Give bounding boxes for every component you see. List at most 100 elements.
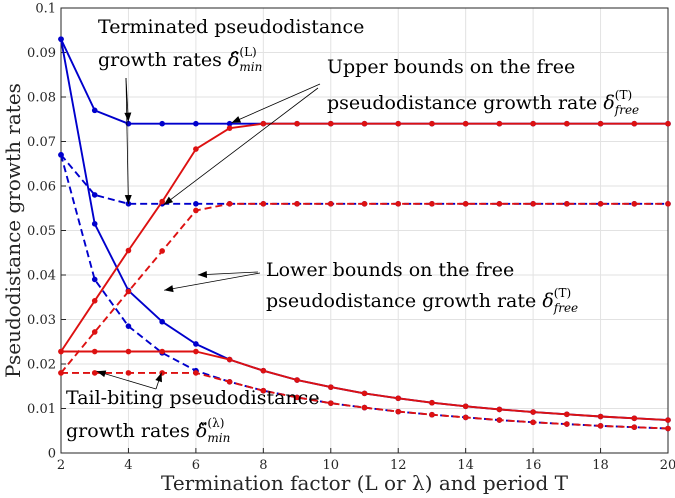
data-point <box>361 120 368 127</box>
x-tick-label: 4 <box>124 458 132 473</box>
data-point <box>665 417 671 423</box>
data-point <box>294 377 300 383</box>
y-tick-label: 0 <box>48 447 56 462</box>
data-point <box>462 201 469 207</box>
data-point <box>530 419 536 426</box>
data-point <box>193 348 199 355</box>
data-point <box>496 201 503 207</box>
data-point <box>125 370 132 376</box>
data-point <box>193 341 199 347</box>
x-tick-label: 6 <box>192 458 200 473</box>
annotation-line2: growth rates δ̂min(L) <box>98 45 262 74</box>
data-point <box>429 411 435 418</box>
data-point <box>260 201 267 207</box>
series-layer <box>58 36 671 432</box>
data-point <box>226 201 233 207</box>
data-point <box>193 120 199 127</box>
data-point <box>91 276 98 283</box>
data-point <box>159 120 165 127</box>
data-point <box>631 120 638 127</box>
y-tick-label: 0.07 <box>27 135 56 150</box>
data-point <box>361 390 368 397</box>
data-point <box>193 146 199 152</box>
x-tick-label: 12 <box>390 458 407 473</box>
data-point <box>665 201 671 207</box>
plot-frame <box>60 7 669 454</box>
annotation-line2: pseudodistance growth rate δfree(T) <box>327 88 639 117</box>
data-point <box>58 370 64 376</box>
annotation-arrow <box>164 272 261 291</box>
series-7 <box>58 370 671 432</box>
x-axis-title: Termination factor (L or λ) and period T <box>161 471 569 495</box>
arrowhead <box>231 116 242 123</box>
annotation-arrow <box>197 271 259 276</box>
data-point <box>327 400 334 406</box>
data-point <box>260 367 267 374</box>
data-point <box>260 120 267 127</box>
arrowhead <box>124 194 132 205</box>
x-tick-label: 20 <box>660 458 675 473</box>
data-point <box>327 120 334 127</box>
annotation-symbol: δ <box>542 290 553 312</box>
data-point <box>91 192 98 198</box>
data-point <box>496 417 503 423</box>
y-axis-title: Pseudodistance growth rates <box>1 83 25 378</box>
data-point <box>193 201 199 207</box>
annotation-line1: Tail-biting pseudodistance <box>66 387 320 409</box>
data-point <box>125 288 132 295</box>
data-point <box>91 370 98 376</box>
data-point <box>91 298 98 304</box>
series-line <box>60 202 668 374</box>
data-point <box>429 201 435 207</box>
data-point <box>462 403 469 410</box>
data-point <box>327 384 334 390</box>
y-tick-label: 0.03 <box>27 313 56 328</box>
x-tick-label: 16 <box>525 458 542 473</box>
annotation-arrow <box>96 370 157 390</box>
annotation-line2: pseudodistance growth rate δfree(T) <box>266 286 578 315</box>
data-point <box>395 408 402 415</box>
data-point <box>159 318 165 325</box>
data-point <box>429 399 435 406</box>
series-line <box>60 122 668 353</box>
data-point <box>159 348 165 355</box>
annotation-2: Lower bounds on the free pseudodistance g… <box>266 259 578 315</box>
annotation-line2-text: pseudodistance growth rate <box>327 92 603 114</box>
data-point <box>226 356 233 363</box>
data-point <box>395 395 402 402</box>
data-point <box>530 409 536 415</box>
data-point <box>597 201 604 207</box>
data-point <box>665 120 671 127</box>
data-point <box>327 201 334 207</box>
x-tick-label: 2 <box>57 458 65 473</box>
data-point <box>395 201 402 207</box>
arrowhead <box>197 270 208 278</box>
series-5 <box>58 201 671 376</box>
annotation-line1: Terminated pseudodistance <box>98 16 364 38</box>
annotation-sup: (L) <box>239 45 256 59</box>
arrow-layer <box>96 77 321 390</box>
y-tick-label: 0.02 <box>27 358 56 373</box>
data-point <box>226 125 233 131</box>
x-tick-label: 14 <box>457 458 474 473</box>
annotation-sub: free <box>614 103 639 117</box>
data-point <box>58 152 64 158</box>
annotation-layer: Terminated pseudodistance growth rates δ̂… <box>66 16 639 445</box>
annotation-arrow <box>231 83 321 124</box>
x-tick-label: 18 <box>592 458 609 473</box>
annotation-line2-text: pseudodistance growth rate <box>266 290 542 312</box>
annotation-sup: (T) <box>615 88 632 102</box>
annotation-sup: (T) <box>554 286 571 300</box>
data-point <box>395 120 402 127</box>
series-1 <box>58 152 671 207</box>
annotation-line2: growth rates δ̌min(λ) <box>66 416 230 445</box>
data-point <box>226 379 233 385</box>
data-point <box>226 120 233 127</box>
data-point <box>294 120 300 127</box>
data-point <box>91 348 98 355</box>
data-point <box>530 120 536 127</box>
annotation-0: Terminated pseudodistance growth rates δ̂… <box>98 16 364 74</box>
data-point <box>361 201 368 207</box>
annotation-sub: min <box>207 431 230 445</box>
data-point <box>597 423 604 429</box>
